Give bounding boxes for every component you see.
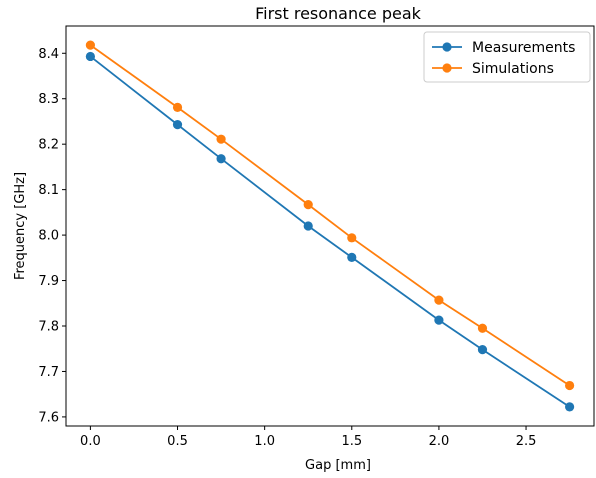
plot-area (65, 25, 595, 427)
series-line (89, 44, 571, 387)
legend-label: Measurements (472, 40, 575, 56)
data-point (347, 233, 357, 243)
x-tick-label: 0.5 (167, 434, 188, 449)
data-point (434, 295, 444, 305)
data-point (85, 51, 95, 62)
x-tick-label: 2.0 (429, 434, 450, 449)
data-point (565, 380, 575, 391)
y-axis: 7.6 7.7 7.8 7.9 8.0 8.1 8.2 8.3 8.4 (38, 47, 66, 425)
x-axis-label: Gap [mm] (305, 458, 371, 473)
legend-label: Simulations (472, 61, 554, 77)
x-axis: 0.0 0.5 1.0 1.5 2.0 2.5 (80, 426, 536, 449)
y-tick-label: 7.8 (38, 320, 59, 335)
x-tick-label: 1.0 (254, 434, 275, 449)
legend: Measurements Simulations (423, 31, 591, 83)
x-tick-label: 2.5 (516, 434, 537, 449)
y-tick-label: 7.9 (38, 274, 59, 289)
series-layer (85, 40, 575, 412)
data-point (303, 200, 313, 210)
data-point (172, 102, 183, 112)
x-tick-label: 0.0 (80, 434, 101, 449)
y-tick-label: 8.4 (38, 47, 59, 62)
y-tick-label: 8.0 (38, 229, 59, 244)
y-tick-label: 7.7 (38, 365, 59, 380)
y-tick-label: 8.3 (38, 92, 59, 107)
data-point (434, 315, 444, 325)
y-tick-label: 8.2 (38, 138, 59, 153)
series-measurements (85, 51, 575, 412)
series-simulations (85, 40, 575, 391)
series-line (89, 55, 571, 408)
data-point (216, 134, 226, 144)
legend-box (423, 31, 591, 83)
data-point (565, 402, 575, 412)
y-tick-label: 7.6 (38, 410, 59, 425)
data-point (172, 120, 183, 130)
legend-item: Simulations (432, 61, 554, 77)
legend-marker (442, 63, 452, 73)
legend-marker (442, 42, 452, 52)
data-point (85, 40, 95, 50)
data-point (477, 345, 488, 355)
data-point (477, 323, 488, 333)
data-point (347, 252, 357, 262)
data-point (216, 154, 226, 164)
x-tick-label: 1.5 (341, 434, 362, 449)
plot-frame (65, 25, 595, 427)
y-tick-label: 8.1 (38, 183, 59, 198)
legend-item: Measurements (432, 40, 575, 56)
data-point (303, 221, 313, 231)
chart-title: First resonance peak (255, 4, 422, 23)
y-axis-label: Frequency [GHz] (13, 172, 28, 280)
